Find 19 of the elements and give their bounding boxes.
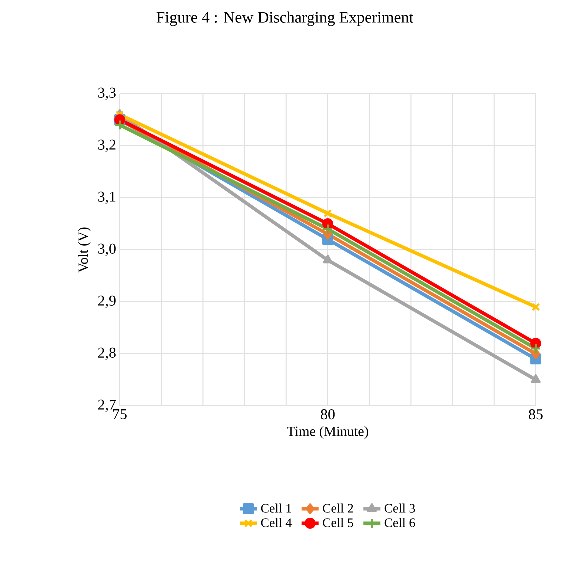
y-tick-label: 3,2 (98, 140, 116, 152)
legend-label: Cell 5 (323, 518, 354, 528)
legend-label: Cell 2 (323, 504, 354, 513)
chart-title: Figure 4 : New Discharging Experiment (156, 12, 414, 26)
y-tick-label: 2,8 (98, 348, 116, 360)
y-axis-title: Volt (V) (78, 228, 91, 273)
legend-label: Cell 4 (261, 518, 292, 528)
legend-label: Cell 6 (384, 518, 416, 528)
y-tick-label: 2,9 (98, 296, 116, 308)
y-tick-label: 3,0 (98, 244, 116, 256)
legend-label: Cell 1 (261, 504, 292, 513)
y-tick-label: 3,3 (98, 88, 116, 100)
y-tick-label: 3,1 (98, 192, 116, 204)
legend-label: Cell 3 (384, 504, 416, 513)
x-tick-label: 80 (321, 410, 335, 420)
x-axis-title: Time (Minute) (287, 426, 368, 440)
x-tick-label: 75 (114, 410, 127, 420)
x-tick-label: 85 (529, 410, 543, 420)
y-tick-label: 2,7 (98, 400, 116, 412)
